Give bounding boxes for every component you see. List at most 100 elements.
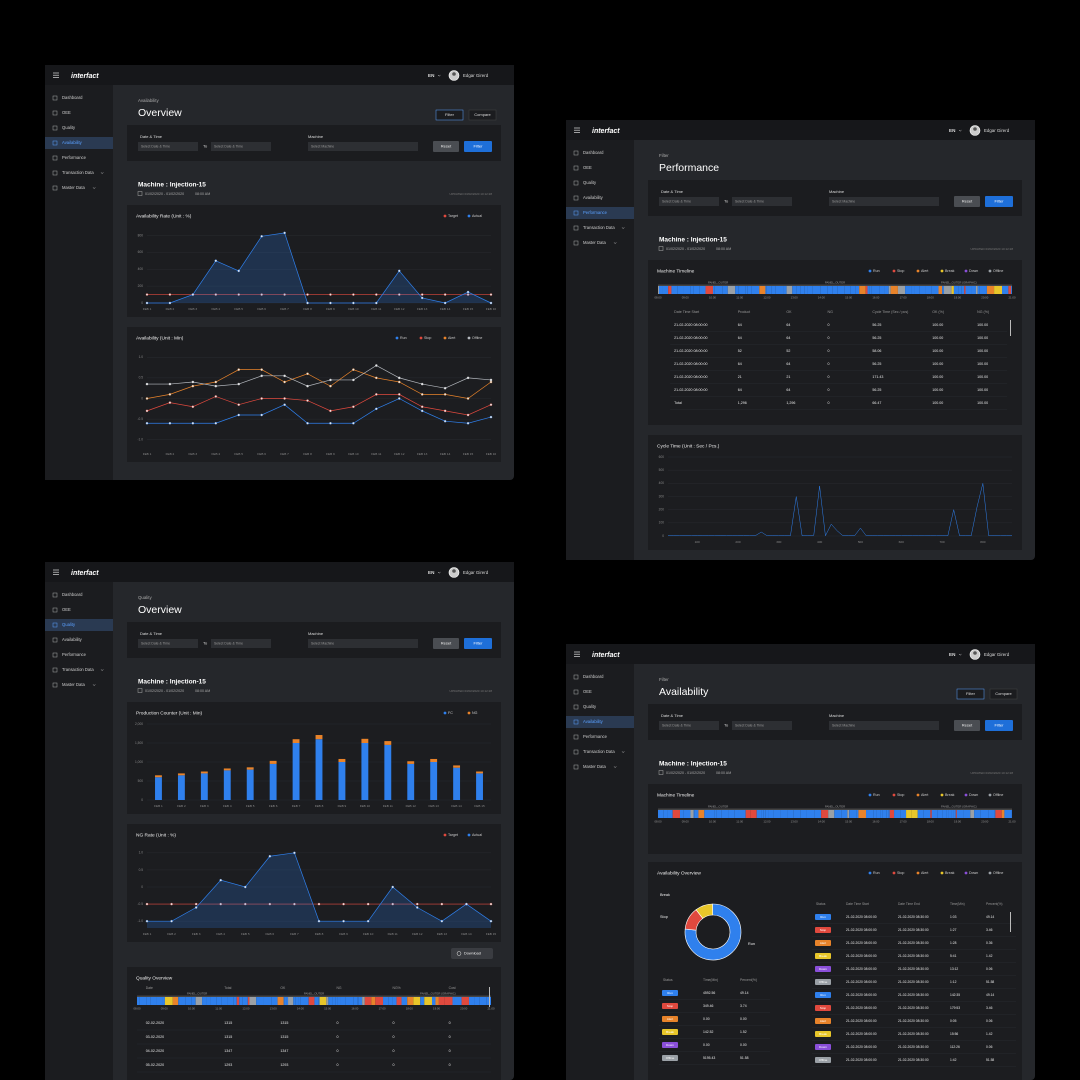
nav-item[interactable]: Availability	[62, 140, 83, 145]
machine-select[interactable]	[829, 197, 939, 206]
filter-button-label[interactable]: Filter	[474, 641, 484, 646]
date-input[interactable]	[138, 142, 198, 151]
timeline-segment	[164, 997, 173, 1005]
reset-button[interactable]	[954, 196, 980, 207]
date-input[interactable]	[211, 639, 271, 648]
nav-item[interactable]: Performance	[583, 210, 608, 215]
placeholder[interactable]: Select Date & Time	[141, 641, 170, 645]
nav-item[interactable]: Quality	[62, 622, 76, 627]
tab-label[interactable]: Filter	[966, 691, 976, 696]
nav-item[interactable]: Quality	[583, 704, 597, 709]
reset-label[interactable]: Reset	[962, 199, 973, 204]
nav-item[interactable]: Dashboard	[62, 95, 83, 100]
timeline-segment	[1008, 286, 1012, 294]
timeline-segment	[953, 810, 956, 818]
nav-item[interactable]: OEE	[583, 689, 592, 694]
nav-item[interactable]: Performance	[583, 734, 608, 739]
filter-button-label[interactable]: Filter	[995, 199, 1005, 204]
nav-item[interactable]: Availability	[62, 637, 83, 642]
placeholder[interactable]: Select Date & Time	[735, 199, 764, 203]
calendar-icon	[137, 191, 143, 196]
placeholder[interactable]: Select Machine	[311, 641, 334, 645]
tab-label[interactable]: Filter	[445, 112, 455, 117]
nav-item[interactable]: Master Data	[583, 764, 606, 769]
point	[237, 403, 240, 406]
filter-button[interactable]	[464, 141, 492, 152]
nav-item[interactable]: OEE	[62, 110, 71, 115]
placeholder[interactable]: Select Date & Time	[662, 723, 691, 727]
tab[interactable]	[956, 688, 985, 700]
filter-button-label[interactable]: Filter	[995, 723, 1005, 728]
nav-item[interactable]: Transaction Data	[583, 225, 615, 230]
placeholder[interactable]: Select Date & Time	[662, 199, 691, 203]
nav-item[interactable]: OEE	[583, 165, 592, 170]
date-input[interactable]	[659, 721, 719, 730]
placeholder[interactable]: Select Machine	[832, 723, 855, 727]
nav-item[interactable]: Master Data	[62, 185, 85, 190]
reset-button[interactable]	[954, 720, 980, 731]
nav-item[interactable]: Transaction Data	[62, 170, 94, 175]
nav-item[interactable]: Transaction Data	[62, 667, 94, 672]
download-button[interactable]	[451, 948, 493, 959]
language[interactable]: EN	[428, 570, 435, 575]
tab[interactable]	[435, 109, 464, 121]
reset-label[interactable]: Reset	[441, 144, 452, 149]
user-name[interactable]: Edgar Girerd	[984, 128, 1010, 133]
date-input[interactable]	[138, 639, 198, 648]
tab-label[interactable]: Compare	[995, 691, 1012, 696]
tab-label[interactable]: Compare	[474, 112, 491, 117]
nav-item[interactable]: Availability	[583, 719, 604, 724]
y-tick-label: 800	[138, 233, 144, 237]
timeline-segment	[773, 810, 781, 818]
nav-item[interactable]: Performance	[62, 155, 87, 160]
download-label[interactable]: Download	[464, 952, 481, 956]
machine-select[interactable]	[308, 142, 418, 151]
placeholder[interactable]: Select Date & Time	[214, 641, 243, 645]
filter-button[interactable]	[985, 720, 1013, 731]
nav-icon	[52, 95, 58, 101]
filter-button-label[interactable]: Filter	[474, 144, 484, 149]
tab[interactable]	[468, 109, 497, 121]
nav-item[interactable]: Master Data	[583, 240, 606, 245]
filter-button[interactable]	[985, 196, 1013, 207]
nav-item[interactable]: Master Data	[62, 682, 85, 687]
bar	[361, 738, 369, 743]
nav-item[interactable]: Availability	[583, 195, 604, 200]
nav-item[interactable]: Dashboard	[62, 592, 83, 597]
language[interactable]: EN	[949, 652, 956, 657]
placeholder[interactable]: Select Date & Time	[141, 144, 170, 148]
placeholder[interactable]: Select Date & Time	[735, 723, 764, 727]
nav-item[interactable]: Dashboard	[583, 674, 604, 679]
placeholder[interactable]: Select Date & Time	[214, 144, 243, 148]
reset-button[interactable]	[433, 638, 459, 649]
nav-item[interactable]: Transaction Data	[583, 749, 615, 754]
language[interactable]: EN	[949, 128, 956, 133]
nav-item[interactable]: OEE	[62, 607, 71, 612]
point	[306, 293, 309, 296]
date-input[interactable]	[211, 142, 271, 151]
nav-item[interactable]: Dashboard	[583, 150, 604, 155]
nav-icon	[52, 667, 58, 673]
filter-button[interactable]	[464, 638, 492, 649]
machine-select[interactable]	[308, 639, 418, 648]
reset-button[interactable]	[433, 141, 459, 152]
user-name[interactable]: Edgar Girerd	[984, 652, 1010, 657]
date-input[interactable]	[732, 197, 792, 206]
user-name[interactable]: Edgar Girerd	[463, 570, 489, 575]
date-input[interactable]	[659, 197, 719, 206]
user-name[interactable]: Edgar Girerd	[463, 73, 489, 78]
y-tick-label: 0	[141, 885, 143, 889]
nav-item[interactable]: Quality	[62, 125, 76, 130]
language[interactable]: EN	[428, 73, 435, 78]
placeholder[interactable]: Select Machine	[832, 199, 855, 203]
nav-item[interactable]: Performance	[62, 652, 87, 657]
machine-select[interactable]	[829, 721, 939, 730]
placeholder[interactable]: Select Machine	[311, 144, 334, 148]
timeline-segment	[178, 997, 186, 1005]
nav-item[interactable]: Quality	[583, 180, 597, 185]
reset-label[interactable]: Reset	[441, 641, 452, 646]
date-input[interactable]	[732, 721, 792, 730]
table-cell: 0	[336, 1063, 338, 1067]
tab[interactable]	[989, 688, 1018, 700]
reset-label[interactable]: Reset	[962, 723, 973, 728]
